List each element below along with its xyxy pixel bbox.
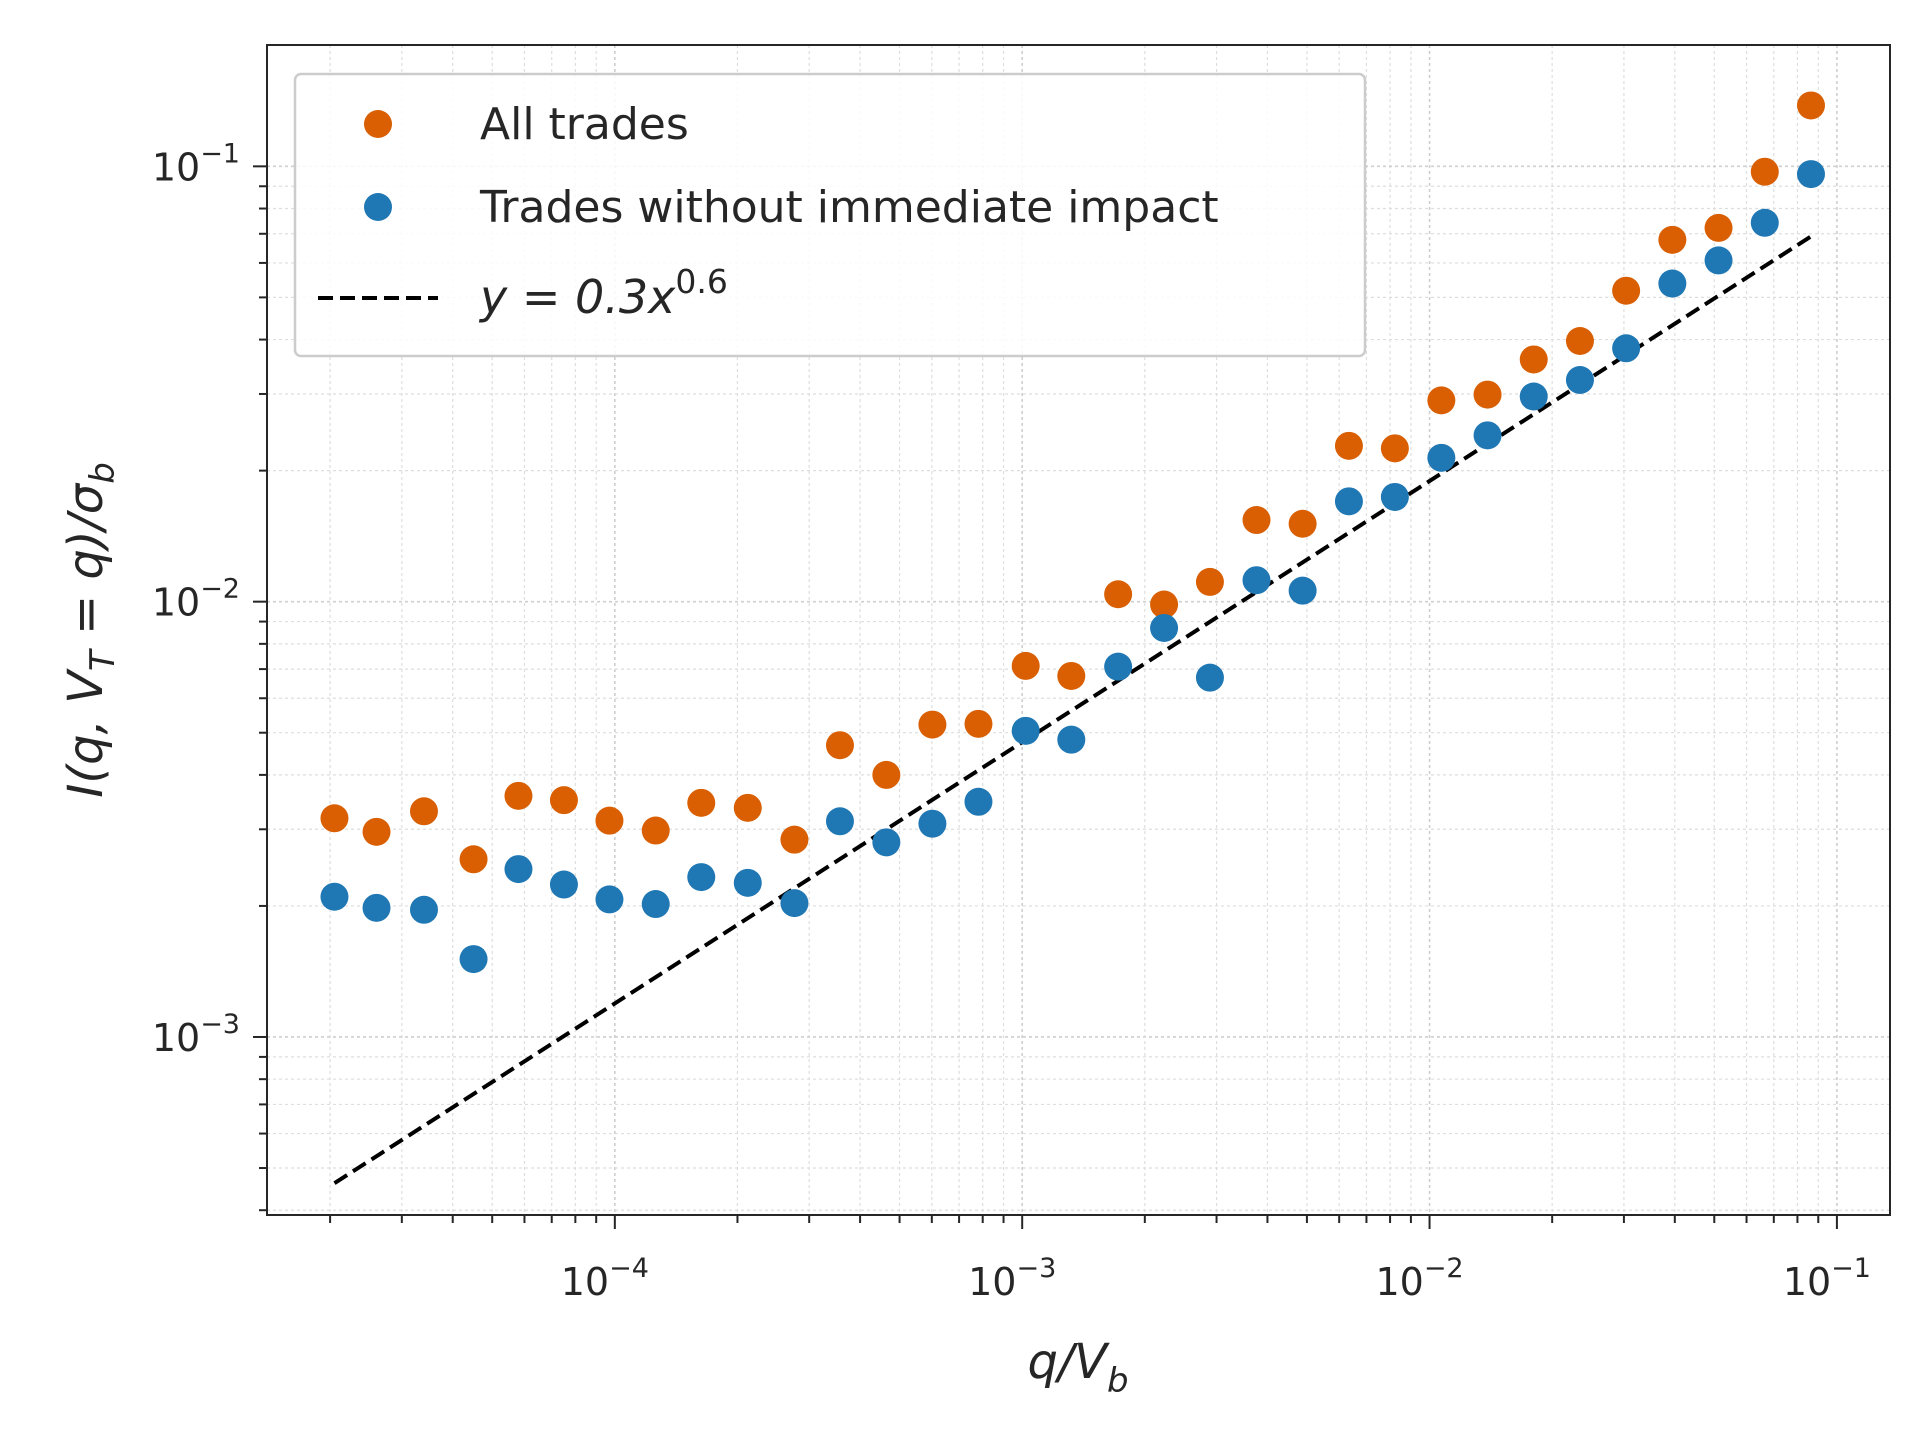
- x-tick-labels: 10−4 10−3 10−2 10−1: [561, 1253, 1871, 1304]
- legend-label-all-trades: All trades: [480, 99, 689, 150]
- point-without-impact: [825, 807, 854, 836]
- point-without-impact: [1242, 566, 1271, 595]
- point-without-impact: [1704, 246, 1733, 275]
- point-without-impact: [320, 882, 349, 911]
- x-tick-label: 10−2: [1375, 1253, 1463, 1304]
- point-without-impact: [549, 870, 578, 899]
- point-all-trades: [1519, 345, 1548, 374]
- point-without-impact: [1612, 334, 1641, 363]
- point-all-trades: [459, 845, 488, 874]
- legend-marker-all-trades: [364, 110, 392, 138]
- point-all-trades: [1658, 225, 1687, 254]
- point-all-trades: [780, 825, 809, 854]
- point-without-impact: [1565, 365, 1594, 394]
- fit-line: [333, 234, 1813, 1185]
- point-all-trades: [1796, 91, 1825, 120]
- point-all-trades: [1380, 434, 1409, 463]
- data-points: [320, 91, 1825, 974]
- point-all-trades: [1334, 431, 1363, 460]
- legend-marker-without-impact: [364, 193, 392, 221]
- point-all-trades: [825, 731, 854, 760]
- point-without-impact: [780, 889, 809, 918]
- point-all-trades: [918, 710, 947, 739]
- point-without-impact: [459, 945, 488, 974]
- point-without-impact: [1796, 160, 1825, 189]
- point-all-trades: [1011, 651, 1040, 680]
- point-all-trades: [733, 793, 762, 822]
- legend-label-fit: y = 0.3x0.6: [478, 262, 728, 324]
- point-all-trades: [1612, 276, 1641, 305]
- y-tick-label: 10−1: [152, 138, 240, 189]
- point-without-impact: [1658, 269, 1687, 298]
- point-without-impact: [1195, 663, 1224, 692]
- point-all-trades: [1704, 213, 1733, 242]
- x-tick-label: 10−4: [561, 1253, 649, 1304]
- legend: All trades Trades without immediate impa…: [293, 72, 1367, 358]
- point-without-impact: [1380, 482, 1409, 511]
- point-without-impact: [1288, 576, 1317, 605]
- point-all-trades: [1565, 327, 1594, 356]
- point-without-impact: [918, 809, 947, 838]
- plot-frame: [266, 44, 1891, 1216]
- point-without-impact: [1057, 725, 1086, 754]
- x-axis-label: q/Vb: [1027, 1334, 1128, 1401]
- fit-line-layer: [333, 234, 1813, 1185]
- point-all-trades: [362, 817, 391, 846]
- y-tick-labels: 10−3 10−2 10−1: [152, 138, 240, 1060]
- axis-ticks: [253, 165, 1838, 1229]
- point-all-trades: [1288, 509, 1317, 538]
- legend-box: [293, 72, 1367, 358]
- point-all-trades: [1750, 157, 1779, 186]
- point-without-impact: [504, 855, 533, 884]
- point-without-impact: [872, 828, 901, 857]
- point-without-impact: [1427, 443, 1456, 472]
- point-all-trades: [1057, 661, 1086, 690]
- point-without-impact: [362, 893, 391, 922]
- point-without-impact: [1334, 487, 1363, 516]
- point-all-trades: [595, 806, 624, 835]
- point-without-impact: [1150, 613, 1179, 642]
- legend-label-without-impact: Trades without immediate impact: [479, 182, 1219, 233]
- point-all-trades: [1150, 590, 1179, 619]
- point-all-trades: [1473, 380, 1502, 409]
- point-without-impact: [1011, 716, 1040, 745]
- point-all-trades: [549, 786, 578, 815]
- point-without-impact: [1473, 421, 1502, 450]
- y-axis-label: I(q, VT = q)/σb: [58, 462, 123, 798]
- point-all-trades: [1242, 506, 1271, 535]
- point-without-impact: [733, 868, 762, 897]
- point-without-impact: [964, 787, 993, 816]
- point-all-trades: [964, 709, 993, 738]
- point-without-impact: [687, 863, 716, 892]
- x-tick-label: 10−3: [968, 1253, 1056, 1304]
- point-all-trades: [641, 816, 670, 845]
- point-all-trades: [1195, 567, 1224, 596]
- y-tick-label: 10−3: [152, 1009, 240, 1060]
- point-without-impact: [1104, 652, 1133, 681]
- point-without-impact: [641, 890, 670, 919]
- point-all-trades: [409, 797, 438, 826]
- point-all-trades: [504, 781, 533, 810]
- point-all-trades: [872, 760, 901, 789]
- point-without-impact: [1750, 208, 1779, 237]
- point-all-trades: [320, 804, 349, 833]
- point-without-impact: [595, 885, 624, 914]
- point-without-impact: [1519, 382, 1548, 411]
- point-all-trades: [687, 788, 716, 817]
- point-all-trades: [1104, 580, 1133, 609]
- point-all-trades: [1427, 386, 1456, 415]
- y-tick-label: 10−2: [152, 574, 240, 625]
- x-tick-label: 10−1: [1783, 1253, 1871, 1304]
- point-without-impact: [409, 895, 438, 924]
